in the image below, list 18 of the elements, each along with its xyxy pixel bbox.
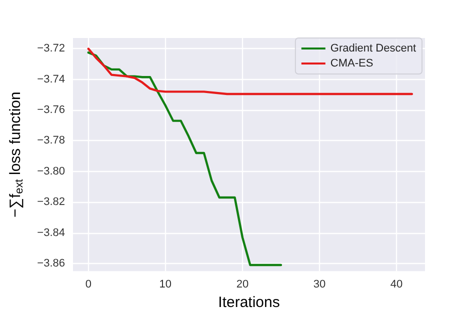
y-tick-label: −3.84: [37, 226, 65, 239]
y-tick-label: −3.72: [37, 42, 65, 55]
legend-label: Gradient Descent: [330, 42, 416, 54]
y-tick-label: −3.74: [37, 73, 65, 86]
x-tick-label: 0: [85, 278, 92, 291]
y-tick-label: −3.80: [37, 165, 65, 178]
legend-label: CMA-ES: [330, 58, 374, 70]
x-tick-label: 20: [236, 278, 249, 291]
y-tick-label: −3.86: [37, 257, 65, 270]
x-tick-label: 10: [159, 278, 172, 291]
x-axis-title: Iterations: [218, 294, 280, 311]
y-tick-label: −3.82: [37, 196, 65, 208]
line-series: [87, 51, 282, 266]
y-axis-title: −∑fext loss function: [7, 92, 26, 218]
x-tick-label: 40: [390, 278, 403, 291]
x-tick-label: 30: [313, 278, 326, 291]
y-tick-label: −3.76: [37, 104, 65, 116]
y-tick-label: −3.78: [37, 134, 65, 147]
